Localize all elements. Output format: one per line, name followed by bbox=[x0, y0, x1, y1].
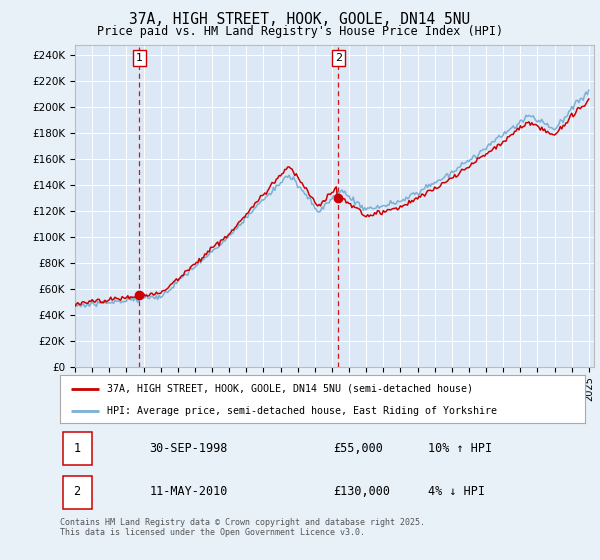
Bar bbox=[62, 432, 91, 465]
Text: Contains HM Land Registry data © Crown copyright and database right 2025.
This d: Contains HM Land Registry data © Crown c… bbox=[60, 518, 425, 538]
Text: 4% ↓ HPI: 4% ↓ HPI bbox=[427, 486, 485, 498]
Text: 10% ↑ HPI: 10% ↑ HPI bbox=[427, 442, 491, 455]
Text: 37A, HIGH STREET, HOOK, GOOLE, DN14 5NU: 37A, HIGH STREET, HOOK, GOOLE, DN14 5NU bbox=[130, 12, 470, 27]
Text: Price paid vs. HM Land Registry's House Price Index (HPI): Price paid vs. HM Land Registry's House … bbox=[97, 25, 503, 38]
Bar bbox=[62, 475, 91, 509]
Text: 2: 2 bbox=[335, 53, 342, 63]
Text: 1: 1 bbox=[74, 442, 80, 455]
Text: 1: 1 bbox=[136, 53, 143, 63]
Text: £55,000: £55,000 bbox=[333, 442, 383, 455]
Text: £130,000: £130,000 bbox=[333, 486, 390, 498]
Text: 2: 2 bbox=[74, 486, 80, 498]
Text: 37A, HIGH STREET, HOOK, GOOLE, DN14 5NU (semi-detached house): 37A, HIGH STREET, HOOK, GOOLE, DN14 5NU … bbox=[107, 384, 473, 394]
Text: HPI: Average price, semi-detached house, East Riding of Yorkshire: HPI: Average price, semi-detached house,… bbox=[107, 406, 497, 416]
Text: 11-MAY-2010: 11-MAY-2010 bbox=[149, 486, 227, 498]
Text: 30-SEP-1998: 30-SEP-1998 bbox=[149, 442, 227, 455]
